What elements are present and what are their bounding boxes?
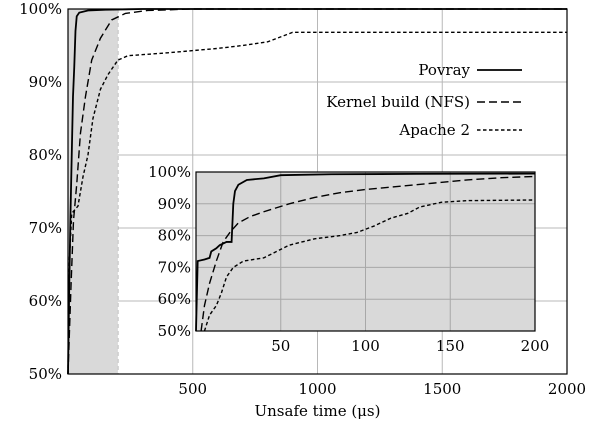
x-axis-title: Unsafe time (μs)	[255, 402, 381, 420]
inset-series	[195, 172, 536, 332]
inset-series-line-povray	[195, 172, 536, 332]
y-tick-label: 60%	[29, 292, 62, 310]
inset-series-line-kernel-build-nfs	[200, 175, 536, 332]
inset-x-tick-label: 50	[271, 337, 290, 355]
inset-x-tick-labels: 50 100 150 200	[271, 337, 549, 355]
inset-y-tick-label: 90%	[158, 195, 191, 213]
inset-series-line-apache-2	[203, 199, 536, 332]
x-tick-labels: 500 1000 1500 2000	[178, 380, 586, 398]
series-line-povray	[67, 8, 567, 375]
y-tick-label: 80%	[29, 146, 62, 164]
legend-item-apache-2: Apache 2	[398, 121, 522, 139]
inset-y-tick-label: 80%	[158, 227, 191, 245]
inset-y-tick-labels: 50% 60% 70% 80% 90% 100%	[148, 163, 191, 340]
inset-x-tick-label: 150	[436, 337, 465, 355]
inset-y-tick-label: 100%	[148, 163, 191, 181]
inset-y-tick-label: 70%	[158, 258, 191, 276]
y-tick-label: 70%	[29, 219, 62, 237]
plot-border	[67, 8, 568, 375]
y-tick-labels: 50% 60% 70% 80% 90% 100%	[19, 0, 62, 383]
y-tick-label: 100%	[19, 0, 62, 18]
inset-y-tick-label: 50%	[158, 322, 191, 340]
x-tick-label: 2000	[548, 380, 586, 398]
series-line-kernel-build-nfs	[67, 8, 567, 375]
inset-x-tick-label: 100	[351, 337, 380, 355]
legend-label: Povray	[418, 61, 470, 79]
series-line-apache-2	[67, 31, 567, 375]
inset-y-tick-label: 60%	[158, 290, 191, 308]
legend-label: Kernel build (NFS)	[326, 93, 470, 111]
x-tick-label: 1500	[423, 380, 461, 398]
legend-label: Apache 2	[398, 121, 470, 139]
legend-item-kernel-build-nfs: Kernel build (NFS)	[326, 93, 522, 111]
inset-chart: 50% 60% 70% 80% 90% 100% 50 100 150 200	[148, 163, 549, 355]
x-tick-label: 1000	[298, 380, 336, 398]
main-frame	[67, 8, 568, 375]
legend-item-povray: Povray	[418, 61, 522, 79]
x-tick-label: 500	[178, 380, 207, 398]
inset-frame	[195, 171, 536, 332]
legend: Povray Kernel build (NFS) Apache 2	[326, 61, 522, 139]
y-tick-label: 90%	[29, 73, 62, 91]
y-tick-label: 50%	[29, 365, 62, 383]
main-series	[67, 8, 567, 375]
inset-x-tick-label: 200	[521, 337, 550, 355]
